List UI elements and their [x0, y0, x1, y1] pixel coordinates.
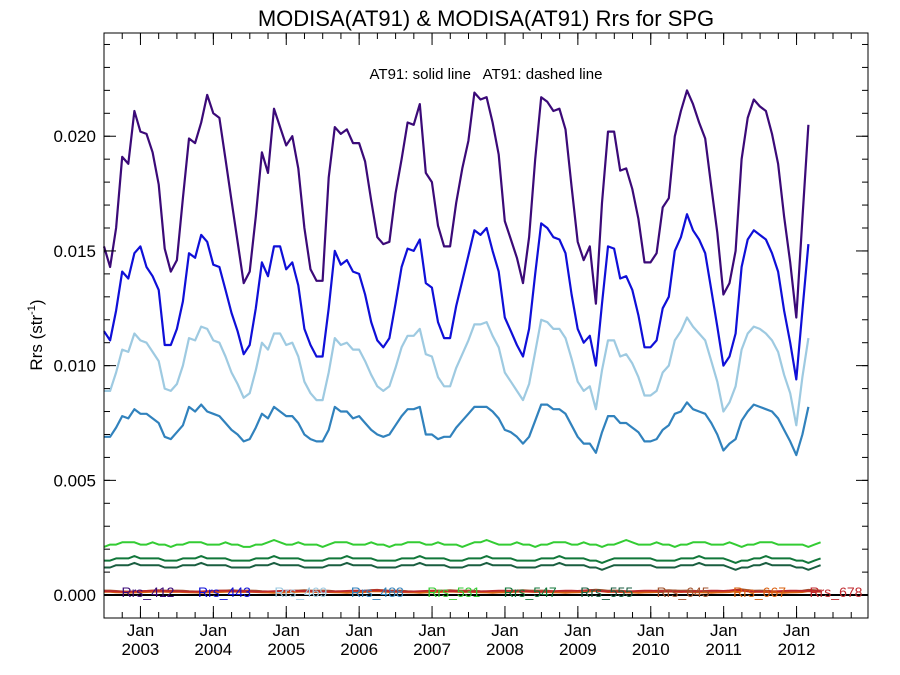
series-line-rrs-547	[104, 555, 821, 564]
legend-entry-rrs-488: Rrs_488	[351, 584, 404, 600]
axis-ticks	[103, 33, 868, 618]
x-tick-label-year: 2011	[705, 640, 742, 659]
plot-area	[102, 32, 869, 619]
x-tick-label-year: 2010	[632, 640, 670, 659]
x-tick-label-year: 2009	[559, 640, 597, 659]
legend-entry-rrs-555: Rrs_555	[580, 584, 633, 600]
x-tick-label-month: Jan	[783, 621, 810, 640]
x-tick-label-month: Jan	[200, 621, 227, 640]
x-tick-label-year: 2008	[486, 640, 524, 659]
x-tick-label-month: Jan	[637, 621, 664, 640]
legend-entry-rrs-645: Rrs_645	[657, 584, 710, 600]
legend-entry-rrs-678: Rrs_678	[810, 584, 863, 600]
x-tick-label-year: 2004	[194, 640, 232, 659]
y-tick-labels: 0.000 0.005 0.010 0.015 0.020	[53, 127, 96, 605]
series-line-rrs-555	[104, 561, 821, 571]
y-axis-label-base: Rrs (str	[27, 315, 46, 371]
legend-entry-rrs-443: Rrs_443	[198, 584, 251, 600]
x-tick-label-year: 2003	[122, 640, 160, 659]
x-tick-label-month: Jan	[127, 621, 154, 640]
x-tick-label-month: Jan	[491, 621, 518, 640]
y-axis-label: Rrs (str-1)	[26, 299, 46, 370]
legend-entry-rrs-547: Rrs_547	[504, 584, 557, 600]
x-tick-label-month: Jan	[710, 621, 737, 640]
y-tick-label: 0.015	[53, 242, 96, 261]
series-line-rrs-678	[104, 588, 821, 593]
legend-entry-rrs-412: Rrs_412	[122, 584, 175, 600]
line-style-annotation: AT91: solid line AT91: dashed line	[370, 66, 603, 83]
plot-frame	[103, 32, 869, 619]
x-tick-label-month: Jan	[418, 621, 445, 640]
y-axis-label-close: )	[27, 299, 46, 305]
series-group	[102, 89, 821, 594]
x-tick-label-month: Jan	[273, 621, 300, 640]
x-tick-label-year: 2005	[267, 640, 305, 659]
x-tick-labels: Jan2003Jan2004Jan2005Jan2006Jan2007Jan20…	[122, 621, 816, 659]
legend-entry-rrs-531: Rrs_531	[427, 584, 480, 600]
series-line-rrs-412	[102, 89, 810, 319]
y-tick-label: 0.005	[53, 471, 96, 490]
y-axis-label-superscript: -1	[26, 305, 38, 315]
y-tick-label: 0.020	[53, 127, 96, 146]
x-tick-label-year: 2012	[778, 640, 816, 659]
legend-entry-rrs-469: Rrs_469	[274, 584, 327, 600]
y-tick-label: 0.010	[53, 357, 96, 376]
x-tick-label-month: Jan	[345, 621, 372, 640]
series-line-rrs-531	[103, 539, 821, 548]
chart-title: MODISA(AT91) & MODISA(AT91) Rrs for SPG	[258, 6, 714, 31]
series-line-rrs-443	[103, 213, 810, 381]
legend-entry-rrs-667: Rrs_667	[733, 584, 786, 600]
x-tick-label-year: 2007	[413, 640, 451, 659]
x-tick-label-year: 2006	[340, 640, 378, 659]
x-tick-label-month: Jan	[564, 621, 591, 640]
series-line-rrs-469	[104, 316, 810, 427]
legend: Rrs_412 Rrs_443 Rrs_469 Rrs_488 Rrs_531 Rrs_5…	[122, 584, 863, 600]
series-line-rrs-488	[104, 401, 810, 457]
y-tick-label: 0.000	[53, 586, 96, 605]
